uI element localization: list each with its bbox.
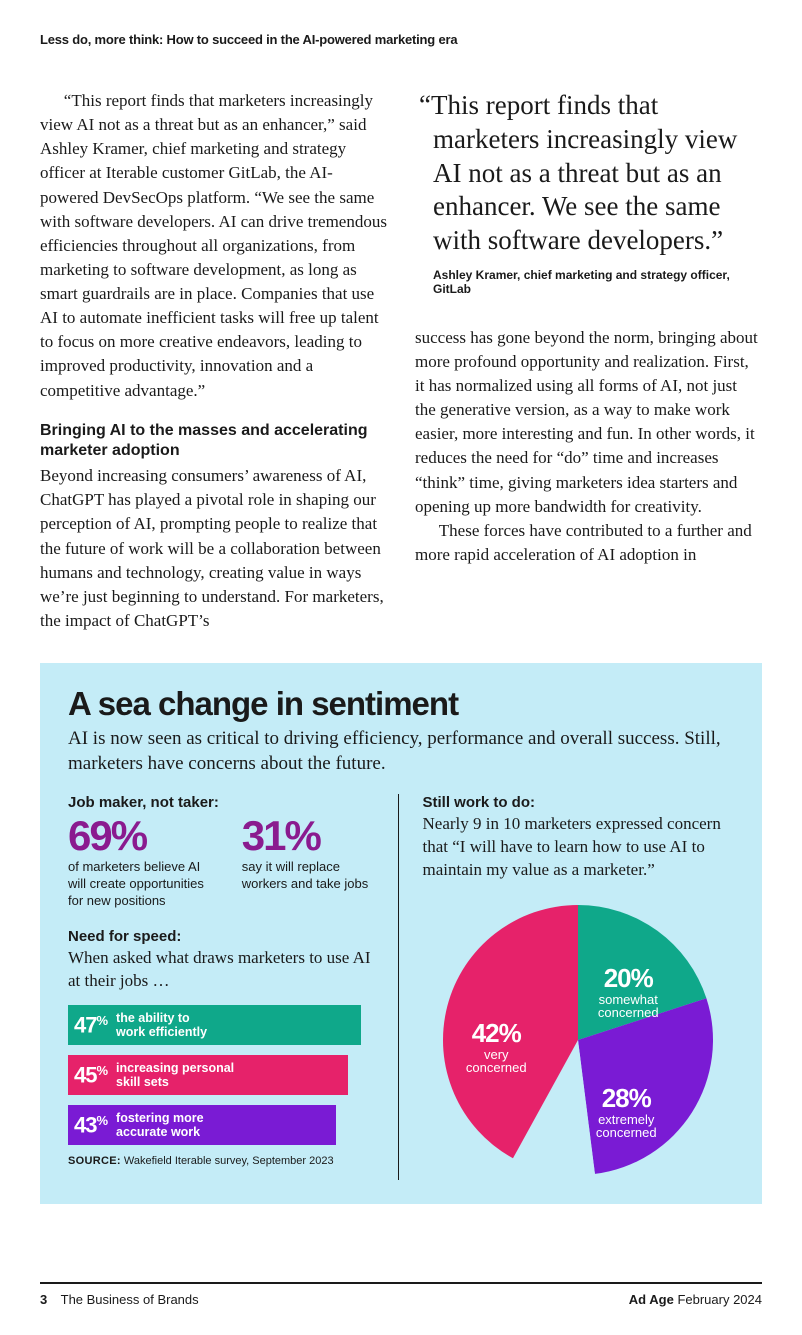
bar-pct-2: 43% bbox=[74, 1112, 108, 1138]
footer-brand: Ad Age bbox=[629, 1292, 674, 1307]
bar-pct-0: 47% bbox=[74, 1012, 108, 1038]
need-intro: When asked what draws marketers to use A… bbox=[68, 947, 380, 993]
bars-container: 47% the ability towork efficiently 45% incr… bbox=[68, 1005, 380, 1145]
infobox-subtitle: AI is now seen as critical to driving ef… bbox=[68, 727, 734, 776]
bar-label-0: the ability towork efficiently bbox=[116, 1011, 207, 1040]
article-columns: “This report finds that marketers increa… bbox=[40, 89, 762, 633]
infobox-right-col: Still work to do: Nearly 9 in 10 markete… bbox=[423, 794, 735, 1180]
bar-label-1: increasing personalskill sets bbox=[116, 1061, 234, 1090]
pullquote-attribution: Ashley Kramer, chief marketing and strat… bbox=[415, 268, 762, 296]
stat-1-number: 69% bbox=[68, 815, 206, 857]
pie-label-text-1: extremelyconcerned bbox=[596, 1113, 657, 1140]
pie-label-pct-3: 42% bbox=[466, 1020, 527, 1047]
page-number: 3 bbox=[40, 1292, 47, 1307]
pie-label-text-0: somewhatconcerned bbox=[598, 993, 659, 1020]
source-text: Wakefield Iterable survey, September 202… bbox=[121, 1155, 334, 1167]
need-label: Need for speed: bbox=[68, 928, 380, 945]
source-label: SOURCE: bbox=[68, 1155, 121, 1167]
footer-left: 3 The Business of Brands bbox=[40, 1292, 199, 1307]
page-header-title: Less do, more think: How to succeed in t… bbox=[40, 32, 762, 47]
stillwork-label: Still work to do: bbox=[423, 794, 735, 811]
stat-block-1: 69% of marketers believe AI will create … bbox=[68, 815, 206, 910]
pie-label-pct-1: 28% bbox=[596, 1085, 657, 1112]
bar-row-1: 45% increasing personalskill sets bbox=[68, 1055, 380, 1095]
pie-label-0: 20%somewhatconcerned bbox=[598, 965, 659, 1020]
subhead-1: Bringing AI to the masses and accelerati… bbox=[40, 421, 387, 463]
pie-chart: 20%somewhatconcerned 28%extremelyconcerne… bbox=[438, 900, 718, 1180]
paragraph-4: These forces have contributed to a furth… bbox=[415, 519, 762, 567]
infobox-columns: Job maker, not taker: 69% of marketers b… bbox=[68, 794, 734, 1180]
left-column: “This report finds that marketers increa… bbox=[40, 89, 387, 633]
stillwork-intro: Nearly 9 in 10 marketers expressed conce… bbox=[423, 813, 735, 882]
right-column: “This report finds that marketers increa… bbox=[415, 89, 762, 633]
footer-section: The Business of Brands bbox=[61, 1292, 199, 1307]
pie-label-1: 28%extremelyconcerned bbox=[596, 1085, 657, 1140]
source-line: SOURCE: Wakefield Iterable survey, Septe… bbox=[68, 1155, 380, 1167]
bar-1: 45% increasing personalskill sets bbox=[68, 1055, 348, 1095]
pie-label-pct-0: 20% bbox=[598, 965, 659, 992]
stat-2-number: 31% bbox=[242, 815, 380, 857]
body-block-2: Beyond increasing consumers’ awareness o… bbox=[40, 464, 387, 633]
paragraph-1: “This report finds that marketers increa… bbox=[40, 89, 387, 403]
body-block-3: success has gone beyond the norm, bringi… bbox=[415, 326, 762, 567]
bar-row-2: 43% fostering moreaccurate work bbox=[68, 1105, 380, 1145]
bar-label-2: fostering moreaccurate work bbox=[116, 1111, 204, 1140]
infobox-sea-change: A sea change in sentiment AI is now seen… bbox=[40, 663, 762, 1204]
infobox-left-col: Job maker, not taker: 69% of marketers b… bbox=[68, 794, 399, 1180]
body-block-1: “This report finds that marketers increa… bbox=[40, 89, 387, 403]
footer-date: February 2024 bbox=[677, 1292, 762, 1307]
pie-label-3: 42%veryconcerned bbox=[466, 1020, 527, 1075]
stat-1-desc: of marketers believe AI will create oppo… bbox=[68, 859, 206, 910]
stat-block-2: 31% say it will replace workers and take… bbox=[242, 815, 380, 910]
jobmaker-label: Job maker, not taker: bbox=[68, 794, 380, 811]
infobox-title: A sea change in sentiment bbox=[68, 685, 734, 723]
paragraph-2: Beyond increasing consumers’ awareness o… bbox=[40, 464, 387, 633]
stat-row: 69% of marketers believe AI will create … bbox=[68, 815, 380, 910]
bar-row-0: 47% the ability towork efficiently bbox=[68, 1005, 380, 1045]
bar-pct-1: 45% bbox=[74, 1062, 108, 1088]
bar-2: 43% fostering moreaccurate work bbox=[68, 1105, 336, 1145]
bar-0: 47% the ability towork efficiently bbox=[68, 1005, 361, 1045]
footer-right: Ad Age February 2024 bbox=[629, 1292, 762, 1307]
page-footer: 3 The Business of Brands Ad Age February… bbox=[40, 1282, 762, 1307]
pie-label-text-3: veryconcerned bbox=[466, 1048, 527, 1075]
pullquote: “This report finds that marketers increa… bbox=[415, 89, 762, 258]
paragraph-3: success has gone beyond the norm, bringi… bbox=[415, 326, 762, 519]
stat-2-desc: say it will replace workers and take job… bbox=[242, 859, 380, 893]
